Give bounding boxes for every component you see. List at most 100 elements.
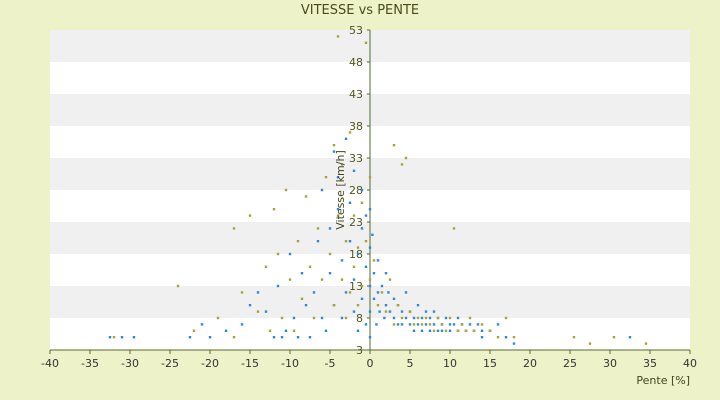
data-point-blue <box>208 336 212 339</box>
data-point-blue <box>336 208 340 211</box>
x-tick-label: 10 <box>443 357 457 370</box>
data-point-olive <box>464 329 468 332</box>
data-point-blue <box>404 291 408 294</box>
data-point-blue <box>387 291 390 294</box>
data-point-blue <box>412 316 416 320</box>
data-point-blue <box>344 291 348 294</box>
data-point-blue <box>256 291 260 294</box>
data-point-blue <box>424 310 428 313</box>
data-point-olive <box>276 252 280 256</box>
data-point-olive <box>304 195 308 198</box>
data-point-blue <box>356 329 360 332</box>
data-point-blue <box>360 188 364 192</box>
data-point-blue <box>368 310 372 313</box>
data-point-olive <box>356 246 360 249</box>
data-point-blue <box>452 323 456 326</box>
data-point-olive <box>452 227 456 230</box>
data-point-blue <box>120 336 124 339</box>
data-point-olive <box>324 176 328 179</box>
data-point-blue <box>404 316 408 320</box>
data-point-blue <box>132 336 136 339</box>
data-point-blue <box>428 316 432 320</box>
data-point-blue <box>320 188 324 192</box>
data-point-olive <box>496 336 500 339</box>
data-point-blue <box>300 272 304 275</box>
data-point-blue <box>480 329 484 332</box>
data-point-olive <box>352 265 356 268</box>
data-point-olive <box>292 329 296 332</box>
data-point-olive <box>356 304 360 307</box>
data-point-olive <box>320 278 324 281</box>
data-point-olive <box>444 329 448 332</box>
data-point-blue <box>296 336 300 339</box>
data-point-olive <box>436 316 440 320</box>
data-point-blue <box>512 342 516 345</box>
data-point-blue <box>476 323 480 326</box>
y-tick-label: 8 <box>356 312 363 325</box>
data-point-olive <box>380 291 384 294</box>
data-point-blue <box>336 176 340 179</box>
data-point-olive <box>348 291 352 294</box>
data-point-blue <box>108 336 112 339</box>
data-point-olive <box>364 41 368 44</box>
data-point-blue <box>376 291 380 294</box>
data-point-olive <box>352 214 356 217</box>
data-point-olive <box>340 278 344 281</box>
data-point-olive <box>460 323 464 326</box>
data-point-olive <box>400 316 404 320</box>
x-tick-label: 25 <box>563 357 577 370</box>
data-point-blue <box>328 272 332 275</box>
data-point-olive <box>392 323 396 326</box>
data-point-olive <box>420 323 424 326</box>
y-tick-label: 33 <box>349 152 363 165</box>
data-point-blue <box>388 310 392 313</box>
data-point-blue <box>364 265 368 268</box>
data-point-olive <box>240 291 244 294</box>
x-axis: -40 -35 -30 -25 -20 -15 -10 -5 0 5 10 15 20 25 30 35 40 <box>41 349 697 370</box>
data-point-olive <box>376 304 380 307</box>
data-point-blue <box>384 304 388 307</box>
data-point-olive <box>308 265 312 268</box>
y-axis-label: Vitesse [km/h] <box>334 150 347 230</box>
data-point-blue <box>436 329 440 332</box>
data-point-blue <box>272 336 276 339</box>
data-point-blue <box>292 316 296 320</box>
data-point-olive <box>412 323 416 326</box>
data-point-blue <box>400 310 404 313</box>
data-point-blue <box>456 316 460 320</box>
data-point-blue <box>280 336 284 339</box>
x-tick-label: 40 <box>683 357 697 370</box>
data-point-blue <box>288 252 292 256</box>
data-point-olive <box>364 240 368 243</box>
x-tick-label: 5 <box>407 357 414 370</box>
y-tick-label: 48 <box>349 56 363 69</box>
data-point-olive <box>448 316 452 320</box>
data-point-blue <box>324 329 328 332</box>
data-point-olive <box>284 188 288 192</box>
data-point-blue <box>320 316 324 320</box>
data-point-olive <box>396 304 400 307</box>
data-point-blue <box>432 310 436 313</box>
data-point-olive <box>440 323 444 326</box>
data-point-blue <box>200 323 204 326</box>
data-point-blue <box>496 323 500 326</box>
data-point-blue <box>468 323 472 326</box>
data-point-olive <box>400 163 404 166</box>
data-point-olive <box>344 240 348 243</box>
data-point-blue <box>416 304 420 307</box>
data-point-olive <box>332 144 336 147</box>
data-point-olive <box>348 131 352 134</box>
x-tick-label: 15 <box>483 357 497 370</box>
data-point-blue <box>376 259 380 262</box>
data-point-olive <box>336 35 340 38</box>
data-point-olive <box>408 310 412 313</box>
data-point-blue <box>352 278 356 281</box>
data-point-olive <box>456 329 460 332</box>
data-point-blue <box>312 291 316 294</box>
data-point-blue <box>375 323 378 326</box>
data-point-blue <box>372 297 376 300</box>
data-point-olive <box>468 316 472 320</box>
data-point-blue <box>628 336 632 339</box>
data-point-olive <box>388 278 392 281</box>
